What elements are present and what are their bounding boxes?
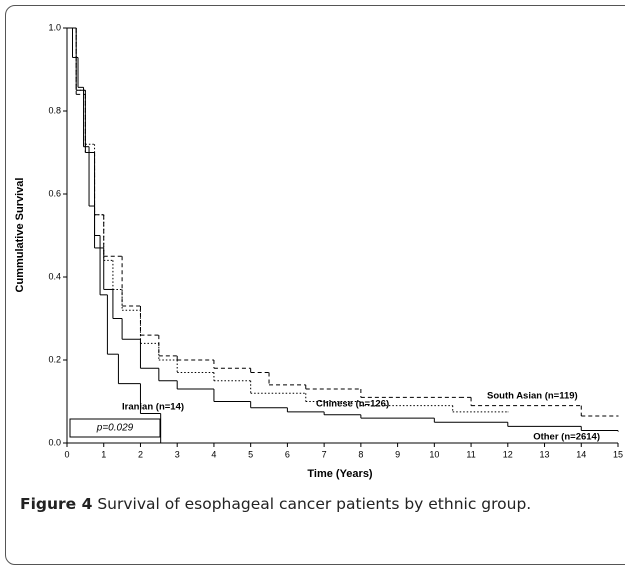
x-tick-label: 10	[429, 449, 439, 459]
x-tick-label: 14	[576, 449, 586, 459]
x-axis-label: Time (Years)	[307, 468, 373, 480]
x-tick-label: 7	[322, 449, 327, 459]
y-tick-label: 0.4	[48, 271, 61, 281]
x-tick-label: 12	[503, 449, 513, 459]
x-tick-label: 11	[466, 449, 475, 459]
x-tick-label: 8	[358, 449, 363, 459]
y-axis-label: Cummulative Survival	[14, 178, 26, 293]
x-tick-label: 15	[613, 449, 623, 459]
caption: Figure 4 Survival of esophageal cancer p…	[20, 492, 618, 517]
x-tick-label: 13	[540, 449, 550, 459]
x-tick-label: 1	[101, 449, 106, 459]
x-tick-label: 3	[175, 449, 180, 459]
caption-text: Survival of esophageal cancer patients b…	[97, 495, 532, 513]
y-tick-label: 0.0	[48, 437, 61, 447]
x-tick-label: 9	[395, 449, 400, 459]
p-value: p=0.029	[96, 423, 134, 434]
x-tick-label: 5	[248, 449, 253, 459]
x-tick-label: 2	[138, 449, 143, 459]
annotation-box	[69, 418, 161, 438]
x-tick-label: 6	[285, 449, 290, 459]
series-label: Chinese (n=126)	[316, 399, 389, 410]
y-tick-label: 0.2	[48, 354, 61, 364]
y-tick-label: 0.6	[48, 188, 61, 198]
x-tick-label: 4	[211, 449, 216, 459]
series-label: Iranian (n=14)	[122, 402, 184, 413]
caption-label: Figure 4	[20, 495, 93, 513]
chart: Cummulative Survival Time (Years) p=0.02…	[14, 22, 623, 480]
x-tick-label: 0	[64, 449, 69, 459]
series-label: South Asian (n=119)	[487, 391, 578, 402]
series-label: Other (n=2614)	[533, 432, 600, 443]
y-tick-label: 1.0	[48, 22, 61, 32]
y-tick-label: 0.8	[48, 105, 61, 115]
